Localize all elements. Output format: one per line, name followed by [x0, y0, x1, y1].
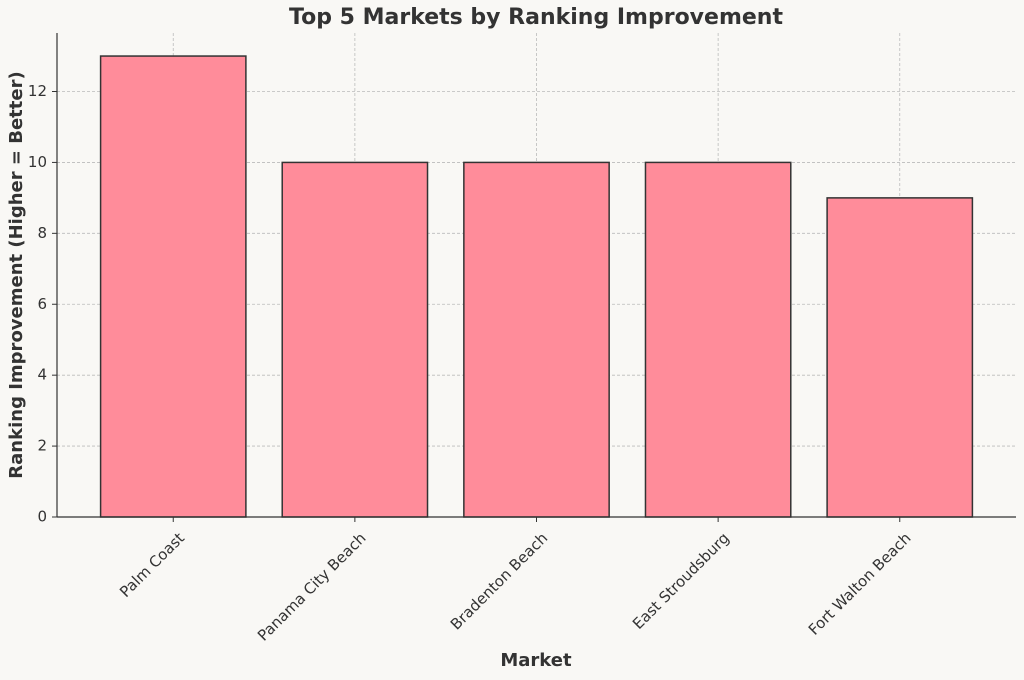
chart-title: Top 5 Markets by Ranking Improvement	[289, 5, 783, 30]
y-tick-label: 6	[37, 295, 47, 313]
bar	[281, 161, 429, 518]
bar	[826, 197, 974, 518]
bar	[644, 161, 792, 518]
y-tick-label: 8	[37, 224, 47, 242]
bar	[99, 55, 247, 518]
bar	[463, 161, 610, 518]
y-axis-label: Ranking Improvement (Higher = Better)	[6, 71, 27, 478]
y-tick-label: 2	[37, 437, 47, 455]
x-axis-label: Market	[500, 650, 572, 671]
y-tick-label: 12	[28, 82, 47, 100]
y-tick-label: 10	[28, 153, 47, 171]
y-tick-label: 0	[37, 508, 47, 526]
y-tick-label: 4	[37, 366, 47, 384]
bars	[99, 55, 974, 518]
